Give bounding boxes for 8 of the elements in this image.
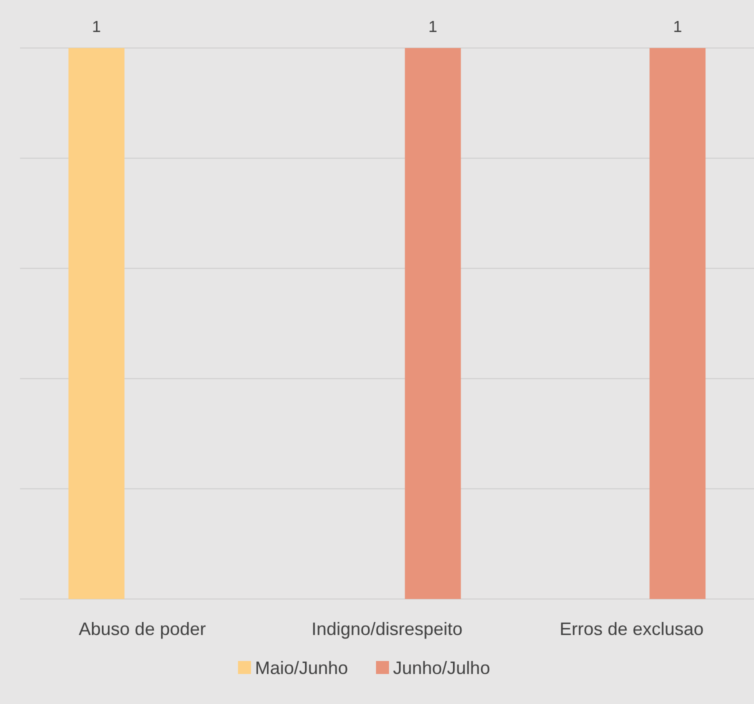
legend-label: Maio/Junho [255,658,348,678]
data-label: 1 [428,19,438,36]
legend-label: Junho/Julho [393,658,490,678]
x-tick-label: Abuso de poder [78,619,206,639]
data-label: 1 [92,19,102,36]
data-label: 1 [673,19,682,36]
x-tick-label: Erros de exclusao [560,619,704,639]
x-tick-label: Indigno/disrespeito [311,619,463,639]
